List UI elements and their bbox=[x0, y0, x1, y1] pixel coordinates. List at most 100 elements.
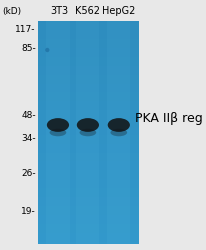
Bar bbox=[37, 159, 138, 162]
Bar bbox=[37, 55, 138, 57]
Text: 85-: 85- bbox=[21, 44, 36, 53]
Bar bbox=[37, 195, 138, 197]
Bar bbox=[37, 48, 138, 50]
Bar bbox=[37, 164, 138, 166]
Bar bbox=[37, 235, 138, 237]
Bar bbox=[37, 204, 138, 206]
Bar bbox=[37, 199, 138, 202]
Bar bbox=[37, 117, 138, 119]
Bar bbox=[37, 219, 138, 222]
Bar bbox=[37, 128, 138, 130]
Bar bbox=[37, 190, 138, 192]
Bar bbox=[37, 224, 138, 226]
Bar bbox=[37, 239, 138, 242]
Bar bbox=[37, 119, 138, 122]
Bar bbox=[37, 57, 138, 59]
Text: HepG2: HepG2 bbox=[102, 6, 135, 16]
Bar bbox=[37, 72, 138, 75]
Bar bbox=[37, 177, 138, 179]
Bar bbox=[37, 28, 138, 30]
Bar bbox=[37, 97, 138, 99]
Bar bbox=[37, 46, 138, 48]
Bar bbox=[37, 64, 138, 66]
Bar bbox=[37, 70, 138, 72]
Bar bbox=[37, 179, 138, 182]
Bar bbox=[37, 150, 138, 152]
Bar bbox=[37, 142, 138, 144]
Bar bbox=[37, 148, 138, 150]
Ellipse shape bbox=[110, 129, 126, 136]
Text: (kD): (kD) bbox=[2, 7, 21, 16]
Ellipse shape bbox=[47, 118, 69, 132]
Bar bbox=[37, 115, 138, 117]
Bar bbox=[37, 21, 138, 244]
Bar bbox=[37, 59, 138, 61]
Bar bbox=[37, 122, 138, 124]
Bar bbox=[37, 217, 138, 219]
Bar bbox=[37, 44, 138, 46]
Bar bbox=[37, 197, 138, 199]
Bar bbox=[37, 188, 138, 190]
Bar bbox=[37, 92, 138, 95]
Ellipse shape bbox=[76, 118, 98, 132]
Bar bbox=[37, 34, 138, 37]
Bar bbox=[37, 208, 138, 210]
Bar bbox=[37, 52, 138, 55]
Bar bbox=[37, 79, 138, 81]
Text: 3T3: 3T3 bbox=[50, 6, 68, 16]
Bar bbox=[37, 152, 138, 155]
Bar bbox=[37, 104, 138, 106]
Bar bbox=[37, 68, 138, 70]
Bar bbox=[37, 126, 138, 128]
Bar bbox=[37, 172, 138, 175]
Bar bbox=[37, 41, 138, 43]
Bar bbox=[37, 90, 138, 92]
Bar bbox=[37, 230, 138, 232]
Bar bbox=[37, 86, 138, 88]
Bar bbox=[37, 32, 138, 34]
Bar bbox=[37, 186, 138, 188]
Bar bbox=[37, 146, 138, 148]
Ellipse shape bbox=[79, 129, 96, 136]
Bar bbox=[46, 21, 69, 244]
Bar bbox=[37, 110, 138, 112]
Bar bbox=[37, 222, 138, 224]
Text: 34-: 34- bbox=[21, 134, 36, 143]
Bar bbox=[37, 108, 138, 110]
Bar bbox=[37, 130, 138, 132]
Text: 48-: 48- bbox=[21, 110, 36, 120]
Bar bbox=[37, 135, 138, 137]
Bar bbox=[37, 21, 138, 24]
Bar bbox=[37, 226, 138, 228]
Bar bbox=[107, 21, 130, 244]
Bar bbox=[37, 137, 138, 139]
Bar bbox=[37, 112, 138, 115]
Bar bbox=[37, 157, 138, 159]
Bar bbox=[37, 75, 138, 77]
Bar bbox=[37, 95, 138, 97]
Text: 19-: 19- bbox=[21, 207, 36, 216]
Bar bbox=[37, 170, 138, 172]
Text: 26-: 26- bbox=[21, 169, 36, 178]
Ellipse shape bbox=[49, 129, 66, 136]
Bar bbox=[37, 168, 138, 170]
Ellipse shape bbox=[45, 48, 49, 52]
Bar bbox=[37, 215, 138, 217]
Bar bbox=[37, 210, 138, 212]
Bar bbox=[37, 99, 138, 101]
Bar bbox=[37, 228, 138, 230]
Bar bbox=[37, 66, 138, 68]
Bar bbox=[37, 132, 138, 135]
Bar bbox=[37, 81, 138, 84]
Bar bbox=[37, 162, 138, 164]
Text: 117-: 117- bbox=[15, 26, 36, 35]
Bar bbox=[37, 237, 138, 239]
Bar bbox=[37, 242, 138, 244]
Bar bbox=[37, 192, 138, 195]
Bar bbox=[37, 212, 138, 215]
Bar bbox=[37, 106, 138, 108]
Bar bbox=[37, 101, 138, 103]
Bar bbox=[37, 50, 138, 52]
Bar bbox=[37, 77, 138, 79]
Bar bbox=[37, 26, 138, 28]
